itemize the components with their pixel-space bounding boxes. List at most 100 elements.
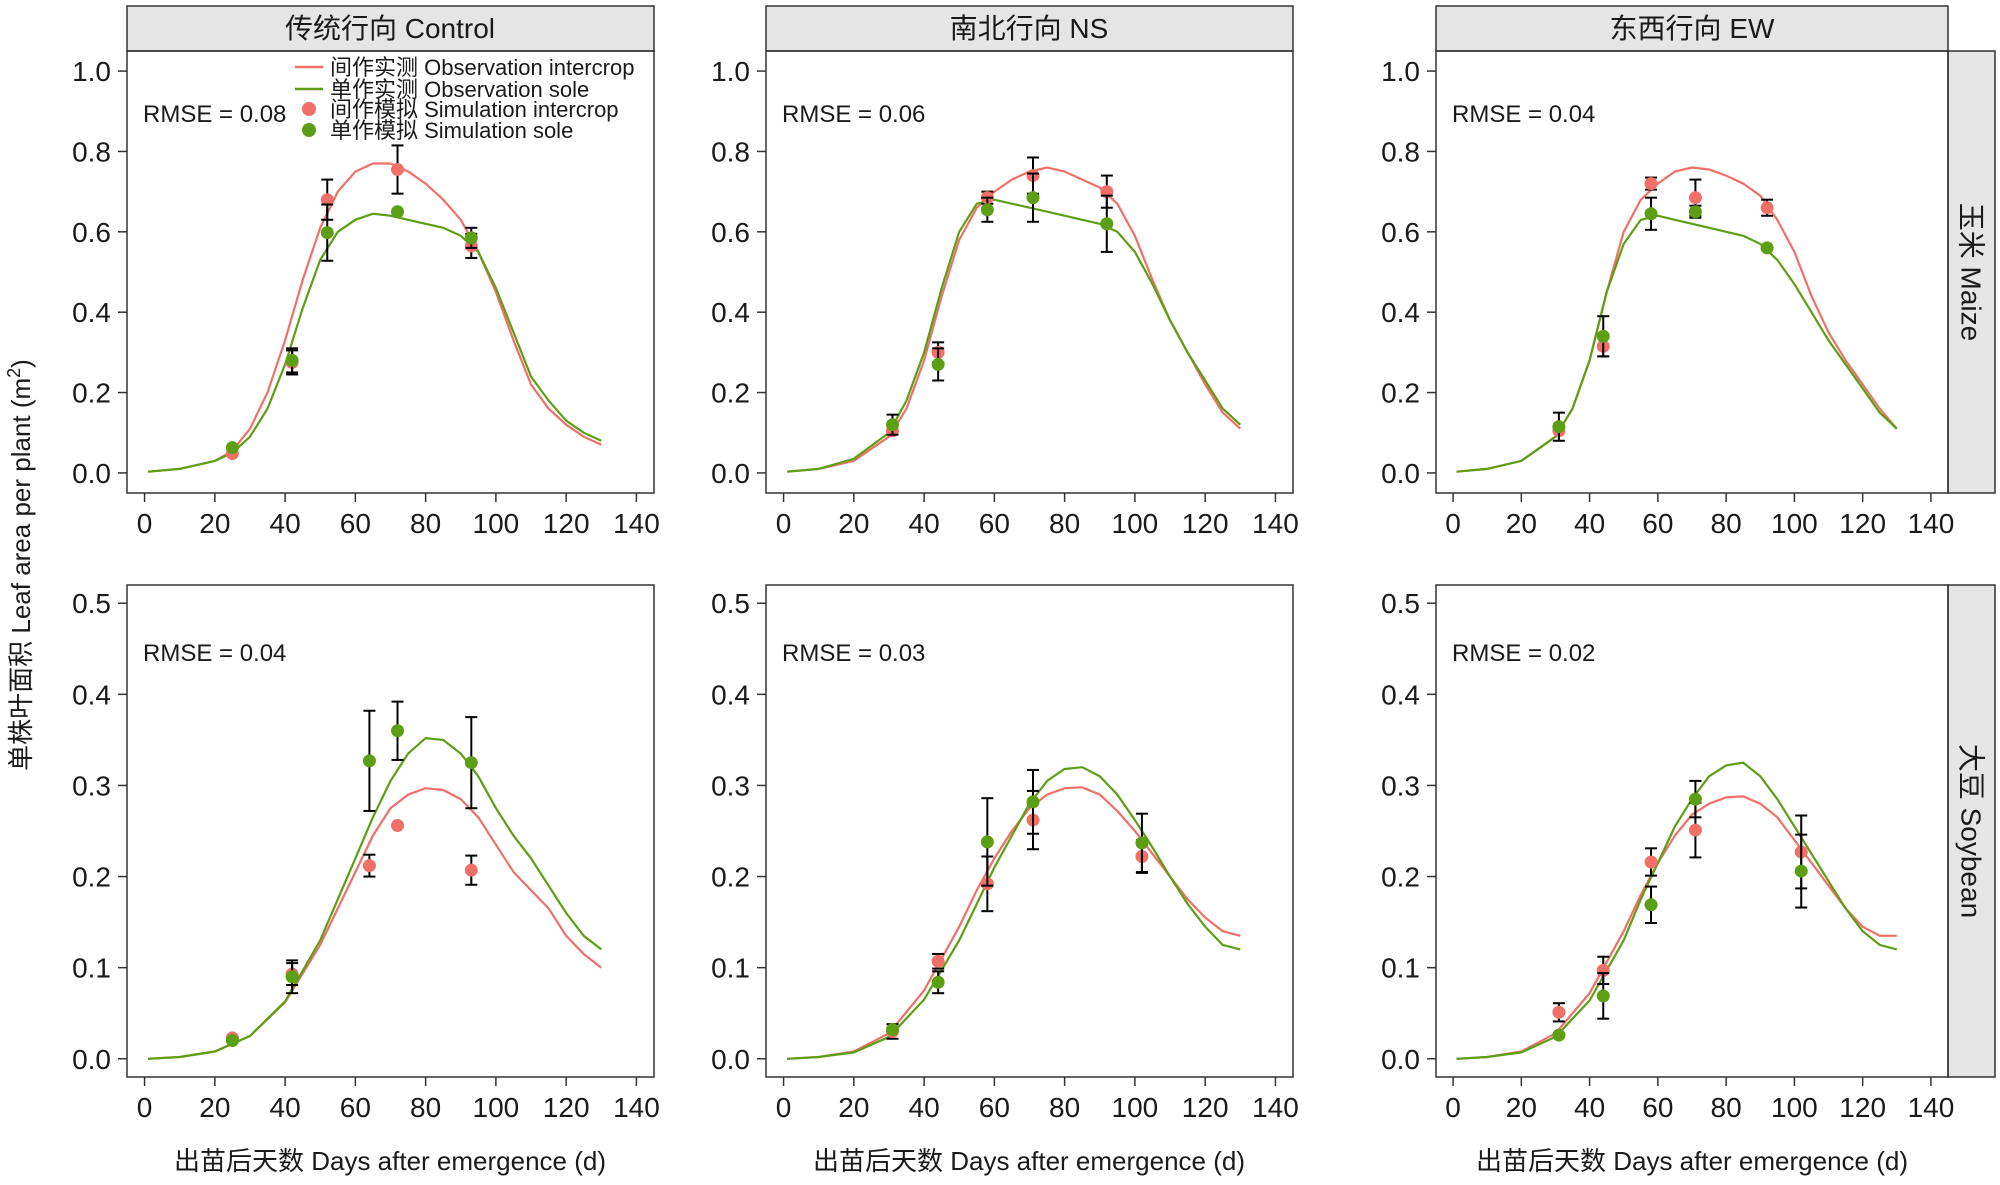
- y-tick-label: 0.3: [72, 770, 111, 801]
- x-tick-label: 0: [137, 508, 153, 539]
- column-strip-label: 东西行向 EW: [1610, 13, 1775, 44]
- y-tick-label: 0.3: [1381, 770, 1420, 801]
- point-simulation-sole: [1596, 329, 1610, 343]
- x-tick-label: 120: [1839, 1092, 1886, 1123]
- x-tick-label: 100: [1112, 1092, 1159, 1123]
- x-tick-label: 140: [1908, 1092, 1955, 1123]
- y-tick-label: 0.4: [711, 679, 750, 710]
- point-simulation-sole: [885, 418, 899, 432]
- panel-soybean-control: 0.0 0.1 0.2 0.3 0.4 0.5 0 20 40 60 80 100 120 140 RMSE…: [72, 584, 660, 1123]
- x-tick-label: 20: [199, 508, 230, 539]
- x-tick-label: 80: [410, 508, 441, 539]
- point-simulation-sole: [391, 205, 405, 219]
- y-tick-label: 0.8: [711, 136, 750, 167]
- x-tick-label: 120: [543, 508, 590, 539]
- y-tick-label: 0.2: [1381, 378, 1420, 409]
- point-simulation-sole: [1644, 207, 1658, 221]
- y-tick-label: 0.0: [1381, 458, 1420, 489]
- point-simulation-sole: [1794, 864, 1808, 878]
- rmse-label: RMSE = 0.04: [143, 640, 286, 667]
- y-tick-label: 0.4: [72, 679, 111, 710]
- x-tick-label: 140: [1252, 1092, 1299, 1123]
- y-tick-label: 0.5: [1381, 588, 1420, 619]
- series-line-observation-intercrop: [787, 166, 1242, 473]
- x-tick-label: 60: [979, 508, 1010, 539]
- y-tick-label: 0.0: [711, 458, 750, 489]
- point-simulation-intercrop: [464, 863, 478, 877]
- x-tick-label: 80: [1049, 508, 1080, 539]
- point-simulation-sole: [1135, 836, 1149, 850]
- y-tick-label: 0.1: [72, 953, 111, 984]
- x-tick-label: 120: [1182, 1092, 1229, 1123]
- point-simulation-sole: [1552, 1028, 1566, 1042]
- point-simulation-sole: [931, 975, 945, 989]
- column-strip-control: 传统行向 Control: [126, 5, 655, 52]
- point-simulation-sole: [1760, 241, 1774, 255]
- point-simulation-sole: [1552, 420, 1566, 434]
- series-line-observation-intercrop: [148, 162, 602, 473]
- series-line-observation-sole: [1456, 214, 1898, 473]
- rmse-label: RMSE = 0.03: [782, 640, 925, 667]
- row-strip-label: 大豆 Soybean: [1956, 744, 1987, 918]
- x-tick-label: 140: [613, 1092, 660, 1123]
- series-line-observation-sole: [1456, 761, 1898, 1060]
- point-simulation-intercrop: [1760, 201, 1774, 215]
- y-tick-label: 0.5: [711, 588, 750, 619]
- point-simulation-intercrop: [362, 859, 376, 873]
- y-tick-label: 0.2: [711, 378, 750, 409]
- panel-soybean-ns: 0.0 0.1 0.2 0.3 0.4 0.5 0 20 40 60 80 100 120 140 RMSE…: [711, 584, 1299, 1123]
- x-axis-title: 出苗后天数 Days after emergence (d): [813, 1146, 1245, 1176]
- series-line-observation-sole: [148, 736, 602, 1060]
- x-tick-label: 80: [1711, 1092, 1742, 1123]
- x-tick-label: 100: [473, 1092, 520, 1123]
- panel-maize-ns: 0.0 0.2 0.4 0.6 0.8 1.0 0 20 40 60 80 100 120 140 RMSE…: [711, 50, 1299, 539]
- x-tick-label: 0: [776, 1092, 792, 1123]
- legend-label: 间作实测 Observation intercrop: [330, 55, 634, 80]
- x-tick-label: 20: [1506, 1092, 1537, 1123]
- point-simulation-sole: [285, 970, 299, 984]
- x-tick-label: 20: [199, 1092, 230, 1123]
- panel-maize-ew: 0.0 0.2 0.4 0.6 0.8 1.0 0 20 40 60 80 100 120 140 RMSE…: [1381, 50, 1954, 539]
- x-tick-label: 100: [1771, 1092, 1818, 1123]
- legend-swatch-simulation-intercrop: [302, 102, 316, 116]
- panels-layer: 0.0 0.2 0.4 0.6 0.8 1.0 0 20 40 60 80 100 120 140 RMSE…: [72, 50, 1955, 1123]
- y-tick-label: 0.2: [1381, 862, 1420, 893]
- y-tick-label: 0.6: [1381, 217, 1420, 248]
- legend-swatch-simulation-sole: [302, 123, 316, 137]
- column-strip-label: 南北行向 NS: [950, 13, 1109, 44]
- x-tick-label: 40: [1574, 1092, 1605, 1123]
- row-strip-soybean: 大豆 Soybean: [1947, 584, 1996, 1078]
- y-tick-label: 0.8: [72, 136, 111, 167]
- x-tick-label: 20: [838, 508, 869, 539]
- y-tick-label: 0.2: [72, 378, 111, 409]
- x-tick-label: 60: [1642, 508, 1673, 539]
- x-tick-label: 60: [979, 1092, 1010, 1123]
- point-simulation-intercrop: [320, 193, 334, 207]
- point-simulation-intercrop: [1644, 177, 1658, 191]
- panel-frame: [765, 584, 1294, 1078]
- x-tick-label: 140: [613, 508, 660, 539]
- y-tick-label: 0.4: [1381, 297, 1420, 328]
- point-simulation-sole: [885, 1023, 899, 1037]
- x-tick-label: 120: [1182, 508, 1229, 539]
- panel-soybean-ew: 0.0 0.1 0.2 0.3 0.4 0.5 0 20 40 60 80 100 120 140 RMSE…: [1381, 584, 1955, 1123]
- point-simulation-sole: [1688, 205, 1702, 219]
- point-simulation-sole: [1596, 989, 1610, 1003]
- point-simulation-intercrop: [391, 163, 405, 177]
- x-tick-label: 60: [340, 508, 371, 539]
- column-strip-ew: 东西行向 EW: [1435, 5, 1949, 52]
- point-simulation-sole: [1644, 898, 1658, 912]
- x-tick-label: 20: [1506, 508, 1537, 539]
- point-simulation-sole: [362, 754, 376, 768]
- y-tick-label: 0.5: [72, 588, 111, 619]
- y-tick-label: 0.0: [711, 1044, 750, 1075]
- y-tick-label: 1.0: [711, 56, 750, 87]
- panel-frame: [1435, 50, 1949, 494]
- rmse-label: RMSE = 0.04: [1452, 101, 1595, 128]
- point-simulation-sole: [391, 724, 405, 738]
- y-tick-label: 0.3: [711, 770, 750, 801]
- series-line-observation-sole: [787, 198, 1242, 473]
- rmse-label: RMSE = 0.08: [143, 101, 286, 128]
- point-simulation-intercrop: [1552, 1005, 1566, 1019]
- y-tick-label: 0.4: [72, 297, 111, 328]
